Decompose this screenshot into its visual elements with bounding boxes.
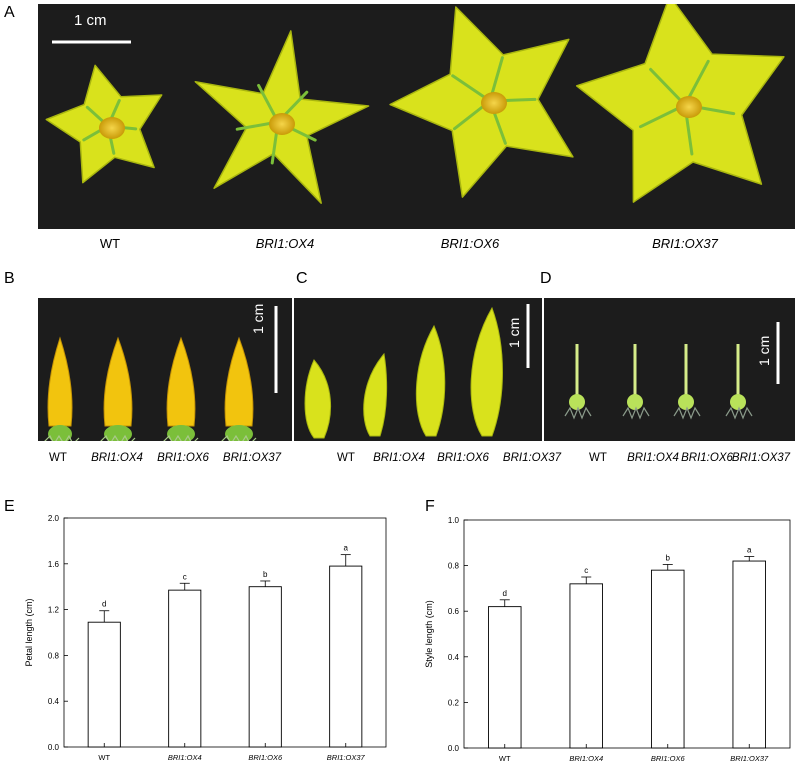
y-tick-label: 0.8 [48,651,60,660]
flower-1 [194,30,370,204]
style-3 [725,344,753,420]
y-tick-label: 0.4 [448,653,460,662]
scale-label-c: 1 cm [506,317,522,348]
x-tick-label-1: BRI1:OX4 [168,753,202,762]
label-a-ox4: BRI1:OX4 [255,236,315,251]
buds-photo-svg [44,306,278,441]
panel-a-letter: A [4,4,15,21]
label-a-ox37: BRI1:OX37 [652,236,718,251]
bar-3 [329,565,363,748]
significance-label-0: d [102,600,106,609]
flower-2 [389,6,574,198]
label-a-ox6: BRI1:OX6 [440,236,500,251]
x-tick-label-2: BRI1:OX6 [651,754,686,763]
bud-0 [44,336,80,441]
panel-c-letter: C [296,270,308,287]
x-tick-label-3: BRI1:OX37 [730,754,769,763]
significance-label-2: b [263,570,268,579]
significance-label-3: a [747,545,752,554]
bud-1 [100,336,136,441]
scale-label-d: 1 cm [756,335,772,366]
y-tick-label: 0.0 [448,744,460,753]
label-d-ox4: BRI1:OX4 [627,452,679,464]
panel-f-letter: F [425,498,435,515]
y-tick-label: 0.2 [448,698,460,707]
bar-3 [732,560,767,749]
petal-1 [363,352,388,437]
panel-b-photo: 1 cm [38,298,292,441]
y-tick-label: 0.0 [48,743,60,752]
significance-label-2: b [666,553,671,562]
y-tick-label: 0.8 [448,562,460,571]
label-b-wt: WT [49,452,67,464]
y-tick-label: 0.4 [48,697,60,706]
significance-label-0: d [503,589,507,598]
flower-3 [575,4,785,203]
style-0 [564,344,592,420]
x-tick-label-0: WT [499,754,511,763]
label-a-wt: WT [99,236,121,251]
bar-0 [487,606,522,749]
scale-label-a: 1 cm [74,12,107,29]
label-b-ox4: BRI1:OX4 [91,452,143,464]
flower-group [45,4,785,204]
flower-0 [45,64,163,184]
style-2 [673,344,701,420]
label-c-ox6: BRI1:OX6 [437,452,489,464]
panel-b-letter: B [4,270,15,287]
x-tick-label-0: WT [98,753,110,762]
significance-label-1: c [183,572,187,581]
chart-e: 0.0 0.4 0.8 1.2 1.6 2.0 Petal length (cm) d WT c B… [24,514,387,762]
bud-3 [221,336,257,441]
x-tick-label-2: BRI1:OX6 [248,753,283,762]
label-b-ox37: BRI1:OX37 [222,452,282,464]
style-1 [622,344,650,420]
y-tick-label: 1.0 [448,516,460,525]
x-tick-label-3: BRI1:OX37 [327,753,366,762]
y-tick-label: 2.0 [48,514,60,523]
panel-c-photo: 1 cm [294,298,542,441]
label-b-ox6: BRI1:OX6 [157,452,209,464]
scale-label-b: 1 cm [250,303,266,334]
bar-1 [168,589,202,748]
panel-a-photo: 1 cm [38,4,795,229]
label-d-wt: WT [589,452,607,464]
flowers-photo-svg [45,4,785,204]
bar-2 [650,569,685,749]
label-d-ox37: BRI1:OX37 [731,452,791,464]
plot-frame [63,517,387,748]
panel-d-photo: 1 cm [544,298,795,441]
y-tick-label: 1.6 [48,560,60,569]
significance-label-1: c [584,566,588,575]
significance-label-3: a [344,544,349,553]
y-tick-label: 1.2 [48,606,60,615]
chart-f: 0.0 0.2 0.4 0.6 0.8 1.0 Style length (cm) d WT c B… [424,516,791,763]
label-d-ox6: BRI1:OX6 [681,452,733,464]
y-axis-label: Petal length (cm) [24,598,34,666]
panel-d-letter: D [540,270,552,287]
bar-2 [248,586,282,748]
bud-2 [163,336,199,441]
plot-frame [463,519,791,749]
y-axis-label: Style length (cm) [424,600,434,668]
label-c-ox37: BRI1:OX37 [502,452,562,464]
petal-3 [470,306,503,437]
y-tick-label: 0.6 [448,607,460,616]
panel-e-letter: E [4,498,15,515]
label-c-ox4: BRI1:OX4 [373,452,425,464]
petal-2 [415,324,446,437]
label-c-wt: WT [337,452,355,464]
petals-photo-svg [304,304,530,439]
bar-0 [87,621,121,748]
petal-0 [304,359,332,439]
x-tick-label-1: BRI1:OX4 [569,754,603,763]
styles-photo-svg [564,322,780,420]
bar-1 [569,583,603,749]
